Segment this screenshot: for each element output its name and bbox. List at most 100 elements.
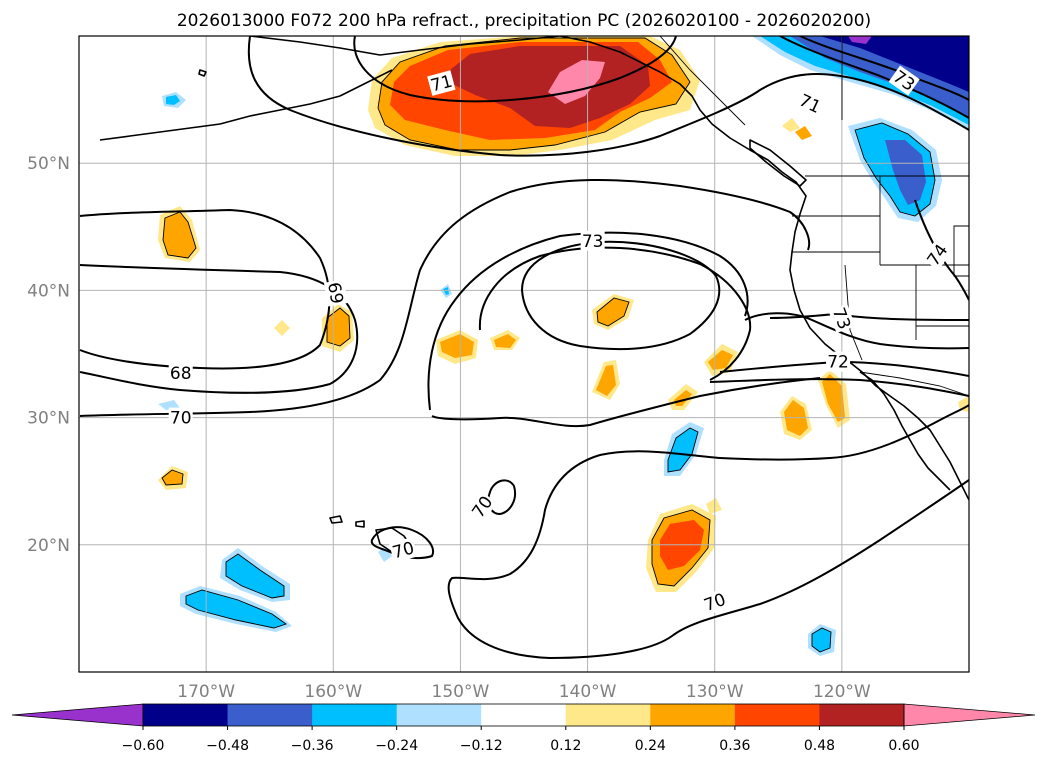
x-tick-label: 130°W [686, 682, 744, 702]
colorbar-tick-label: 0.12 [550, 738, 581, 754]
shade-blob [327, 308, 350, 346]
x-tick-label: 140°W [559, 682, 617, 702]
colorbar-cell [734, 704, 820, 726]
chart-title: 2026013000 F072 200 hPa refract., precip… [177, 11, 871, 31]
shade-ne-navy [820, 36, 969, 92]
contour-73-ne [779, 36, 969, 119]
contour-label: 72 [827, 353, 849, 373]
precipitation-shading [158, 36, 969, 656]
colorbar-cell [481, 704, 567, 726]
gridlines [79, 36, 969, 672]
contour-72-east [744, 312, 969, 350]
coast-island-sc [198, 69, 207, 77]
contour-74 [914, 199, 969, 301]
contour-70-west [79, 178, 810, 417]
refractivity-contours [79, 36, 969, 659]
shade-blob [494, 334, 516, 348]
contour-label-bg [580, 230, 605, 251]
shade-blob [782, 118, 800, 132]
y-tick-label: 40°N [27, 281, 70, 301]
contour-label-bg [794, 89, 826, 118]
shade-neg-blob [443, 287, 449, 295]
y-axis-ticks: 20°N 30°N 40°N 50°N [27, 154, 70, 556]
border-states [792, 36, 969, 361]
y-tick-label: 50°N [27, 154, 70, 174]
shade-ne-purple [848, 36, 872, 44]
shade-blob [822, 374, 845, 422]
shade-blob [162, 470, 183, 485]
shade-pnw-blue [885, 140, 926, 205]
contour-label: 73 [582, 232, 604, 252]
colorbar-cell [227, 704, 313, 726]
colorbar-tick-label: 0.48 [804, 738, 835, 754]
contour-72-mid [478, 246, 752, 381]
contour-label-bg [826, 351, 851, 372]
border-alaska-canada [659, 36, 746, 126]
shade-neg-blob [226, 554, 284, 598]
y-tick-label: 20°N [27, 536, 70, 556]
colorbar-tick-label: −0.12 [460, 738, 503, 754]
x-tick-label: 150°W [432, 682, 490, 702]
colorbar-tick-label: −0.24 [375, 738, 418, 754]
colorbar-cell [819, 704, 905, 726]
colorbar-tick-label: 0.24 [635, 738, 666, 754]
contour-label: 70 [170, 409, 192, 429]
coast-alaska-peninsula [339, 69, 393, 97]
colorbar-cell [396, 704, 482, 726]
shade-blob [958, 396, 969, 412]
colorbar-cell [565, 704, 651, 726]
shade-blob [795, 126, 812, 140]
colorbar-cell [312, 704, 398, 726]
y-tick-label: 30°N [27, 409, 70, 429]
contour-label-bg [922, 239, 953, 271]
colorbar-extend-high [903, 703, 1036, 727]
shade-blob [163, 212, 196, 258]
coast-alaska-mainland [249, 36, 561, 56]
contour-label-bg [888, 65, 920, 96]
shade-neg-blob [186, 590, 286, 628]
coast-hawaii-3 [355, 520, 365, 528]
contour-71-mid [427, 231, 749, 411]
border-us-mexico [859, 371, 969, 397]
contour-label: 68 [170, 364, 192, 384]
contour-label-bg [168, 407, 193, 428]
coastlines [99, 36, 969, 557]
colorbar-cell [650, 704, 736, 726]
contour-70-bigloop [447, 404, 969, 659]
colorbar-tick-label: 0.60 [888, 738, 919, 754]
shade-blob [440, 334, 474, 358]
contour-71-inner [353, 36, 677, 103]
x-tick-label: 120°W [813, 682, 871, 702]
coast-hawaii-2 [329, 515, 343, 524]
x-tick-label: 160°W [304, 682, 362, 702]
colorbar-tick-label: 0.36 [719, 738, 750, 754]
contour-label-bg [389, 537, 418, 563]
contour-label-bg [828, 303, 856, 334]
contour-70-hawaii [370, 526, 434, 560]
contour-70-south [431, 377, 821, 427]
colorbar-extend-low [11, 703, 144, 727]
shade-neg-blob [668, 428, 698, 472]
x-tick-label: 170°W [177, 682, 235, 702]
contour-label-bg [700, 588, 730, 616]
shade-neg-blob [812, 628, 831, 652]
colorbar-tick-label: −0.60 [122, 738, 165, 754]
shade-neg-blob [166, 95, 180, 105]
coast-aleutians [99, 95, 341, 141]
shade-blob [597, 298, 629, 326]
contour-label: 69 [323, 281, 346, 306]
coast-baja [859, 371, 951, 491]
contour-label-bg [427, 70, 456, 96]
shading-outlines [161, 37, 936, 653]
contour-70-east [709, 378, 969, 397]
border-box [953, 225, 969, 277]
contour-label-bg [466, 491, 498, 523]
shade-blob [274, 320, 290, 336]
colorbar-frame [142, 703, 905, 727]
x-axis-ticks: 170°W 160°W 150°W 140°W 130°W 120°W [177, 682, 871, 702]
contour-label-bg [168, 363, 193, 384]
contour-label-bg [323, 279, 348, 307]
shade-blob [596, 365, 616, 396]
